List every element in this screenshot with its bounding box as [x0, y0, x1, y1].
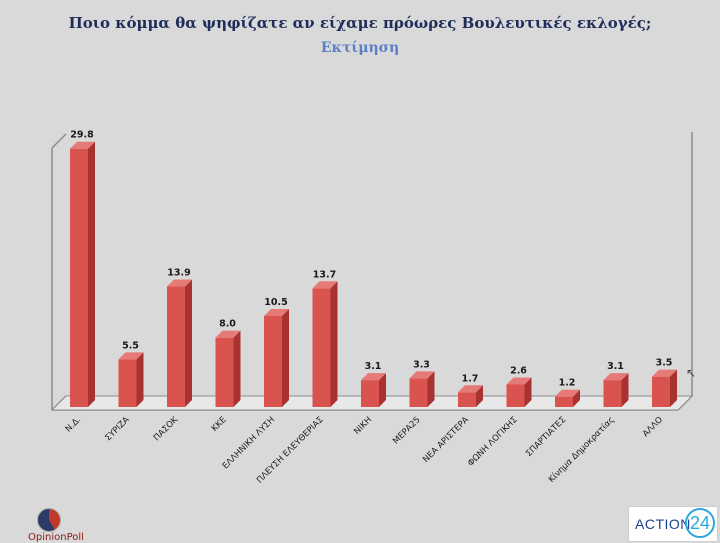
- bar-side: [88, 141, 95, 407]
- action24-logo: ACTION 24: [628, 506, 718, 542]
- bar-side: [282, 309, 289, 407]
- bar-top: [458, 385, 483, 393]
- bar-top: [312, 281, 338, 289]
- bar-side: [233, 330, 241, 407]
- bar-side: [136, 352, 144, 407]
- data-label: 8.0: [219, 319, 236, 330]
- opinionpoll-circle-icon: [37, 508, 61, 532]
- bar-side: [670, 369, 677, 407]
- bar-top: [603, 373, 629, 381]
- bar-side: [621, 373, 629, 407]
- data-label: 3.1: [365, 361, 382, 372]
- data-label: 1.7: [462, 373, 479, 384]
- bar-top: [652, 369, 677, 377]
- action24-logo-text: ACTION: [635, 516, 691, 532]
- chart-subtitle: Εκτίμηση: [320, 40, 400, 56]
- data-label: 13.7: [313, 269, 336, 280]
- data-label: 3.5: [656, 358, 673, 369]
- bar: [361, 380, 379, 407]
- bar-top: [409, 371, 435, 379]
- bar: [506, 384, 525, 407]
- data-label: 3.3: [413, 359, 430, 370]
- bar: [458, 392, 476, 407]
- action24-logo-number: 24: [685, 508, 715, 538]
- bar-top: [70, 141, 95, 149]
- bar: [167, 286, 185, 407]
- bar-side: [185, 279, 192, 407]
- bar-top: [215, 330, 241, 338]
- category-label: ΣΠΑΡΤΙΑΤΕΣ: [524, 415, 568, 459]
- mouse-cursor-icon: ↖: [686, 366, 697, 380]
- bar: [409, 378, 428, 407]
- category-label: ΣΥΡΙΖΑ: [103, 415, 131, 443]
- bar-side: [524, 377, 532, 407]
- bar-side: [427, 371, 435, 407]
- bar: [603, 380, 622, 407]
- frame-line: [51, 133, 67, 149]
- data-label: 1.2: [559, 378, 576, 389]
- bar: [118, 359, 137, 407]
- category-label: Ν.Δ.: [64, 415, 84, 435]
- chart-title: Ποιο κόμμα θα ψηφίζατε αν είχαμε πρόωρες…: [68, 14, 652, 32]
- data-label: 13.9: [167, 268, 190, 279]
- bar-side: [573, 389, 580, 407]
- bar-top: [167, 279, 192, 287]
- bar-top: [506, 377, 532, 385]
- bar: [312, 288, 331, 407]
- data-label: 29.8: [70, 130, 94, 141]
- bar-top: [555, 389, 580, 397]
- category-label: ΝΕΑ ΑΡΙΣΤΕΡΑ: [421, 415, 471, 465]
- category-label: ΜΕΡΑ25: [391, 415, 422, 446]
- opinionpoll-logo-text: OpinionPoll: [28, 532, 84, 543]
- bar-side: [330, 281, 338, 407]
- category-label: ΦΩΝΗ ΛΟΓΙΚΗΣ: [466, 415, 520, 469]
- category-label: ΝΙΚΗ: [352, 415, 374, 437]
- bar: [555, 396, 573, 407]
- bar: [264, 316, 282, 407]
- category-label: ΚΚΕ: [210, 415, 229, 434]
- bar: [215, 337, 234, 407]
- category-label: ΕΛΛΗΝΙΚΗ ΛΥΣΗ: [221, 415, 277, 471]
- bar-top: [264, 309, 289, 316]
- data-label: 3.1: [607, 361, 624, 372]
- bar-top: [361, 373, 386, 381]
- bar-side: [379, 373, 386, 407]
- data-label: 5.5: [122, 340, 139, 351]
- bar: [652, 376, 670, 407]
- opinionpoll-logo: OpinionPoll: [28, 506, 108, 543]
- data-label: 2.6: [510, 365, 527, 376]
- bar-top: [118, 352, 144, 360]
- bar: [70, 148, 88, 407]
- bar-side: [476, 385, 483, 407]
- data-label: 10.5: [264, 297, 287, 308]
- category-label: ΠΑΣΟΚ: [152, 415, 180, 443]
- category-label: ΑΛΛΟ: [641, 415, 665, 439]
